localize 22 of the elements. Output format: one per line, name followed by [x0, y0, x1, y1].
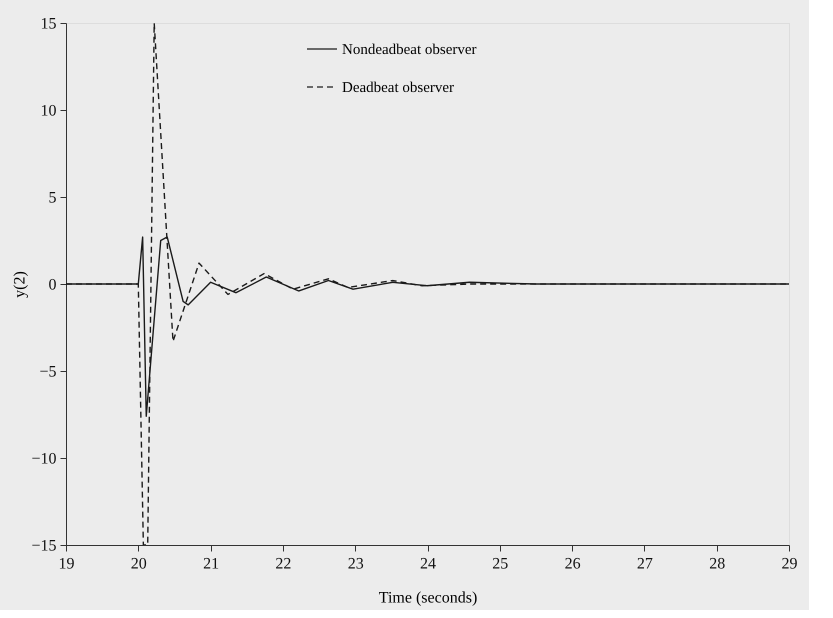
y-tick-label: 5: [48, 190, 56, 206]
x-tick-label: 23: [348, 556, 364, 572]
y-tick-label: −10: [31, 450, 56, 468]
x-axis-title: Time (seconds): [378, 590, 478, 606]
x-tick-label: 27: [636, 556, 653, 572]
x-tick-label: 19: [58, 556, 74, 572]
x-tick-label: 20: [130, 556, 147, 572]
y-tick-label: 15: [40, 16, 56, 32]
y-tick-label: −5: [39, 364, 56, 380]
x-tick-label: 29: [782, 556, 798, 572]
x-tick-label: 25: [492, 556, 508, 572]
legend-label: Deadbeat observer: [342, 80, 454, 96]
y-tick-label: 10: [40, 102, 56, 120]
x-tick-label: 28: [709, 556, 726, 572]
x-tick-label: 22: [275, 556, 292, 572]
legend-label: Nondeadbeat observer: [342, 42, 477, 58]
x-tick-label: 24: [420, 556, 436, 572]
y-tick-label: −15: [31, 538, 56, 554]
x-tick-label: 26: [564, 556, 581, 572]
x-tick-label: 21: [203, 556, 220, 572]
y-axis-title: y(2): [11, 271, 28, 298]
y-tick-label: 0: [48, 276, 56, 294]
